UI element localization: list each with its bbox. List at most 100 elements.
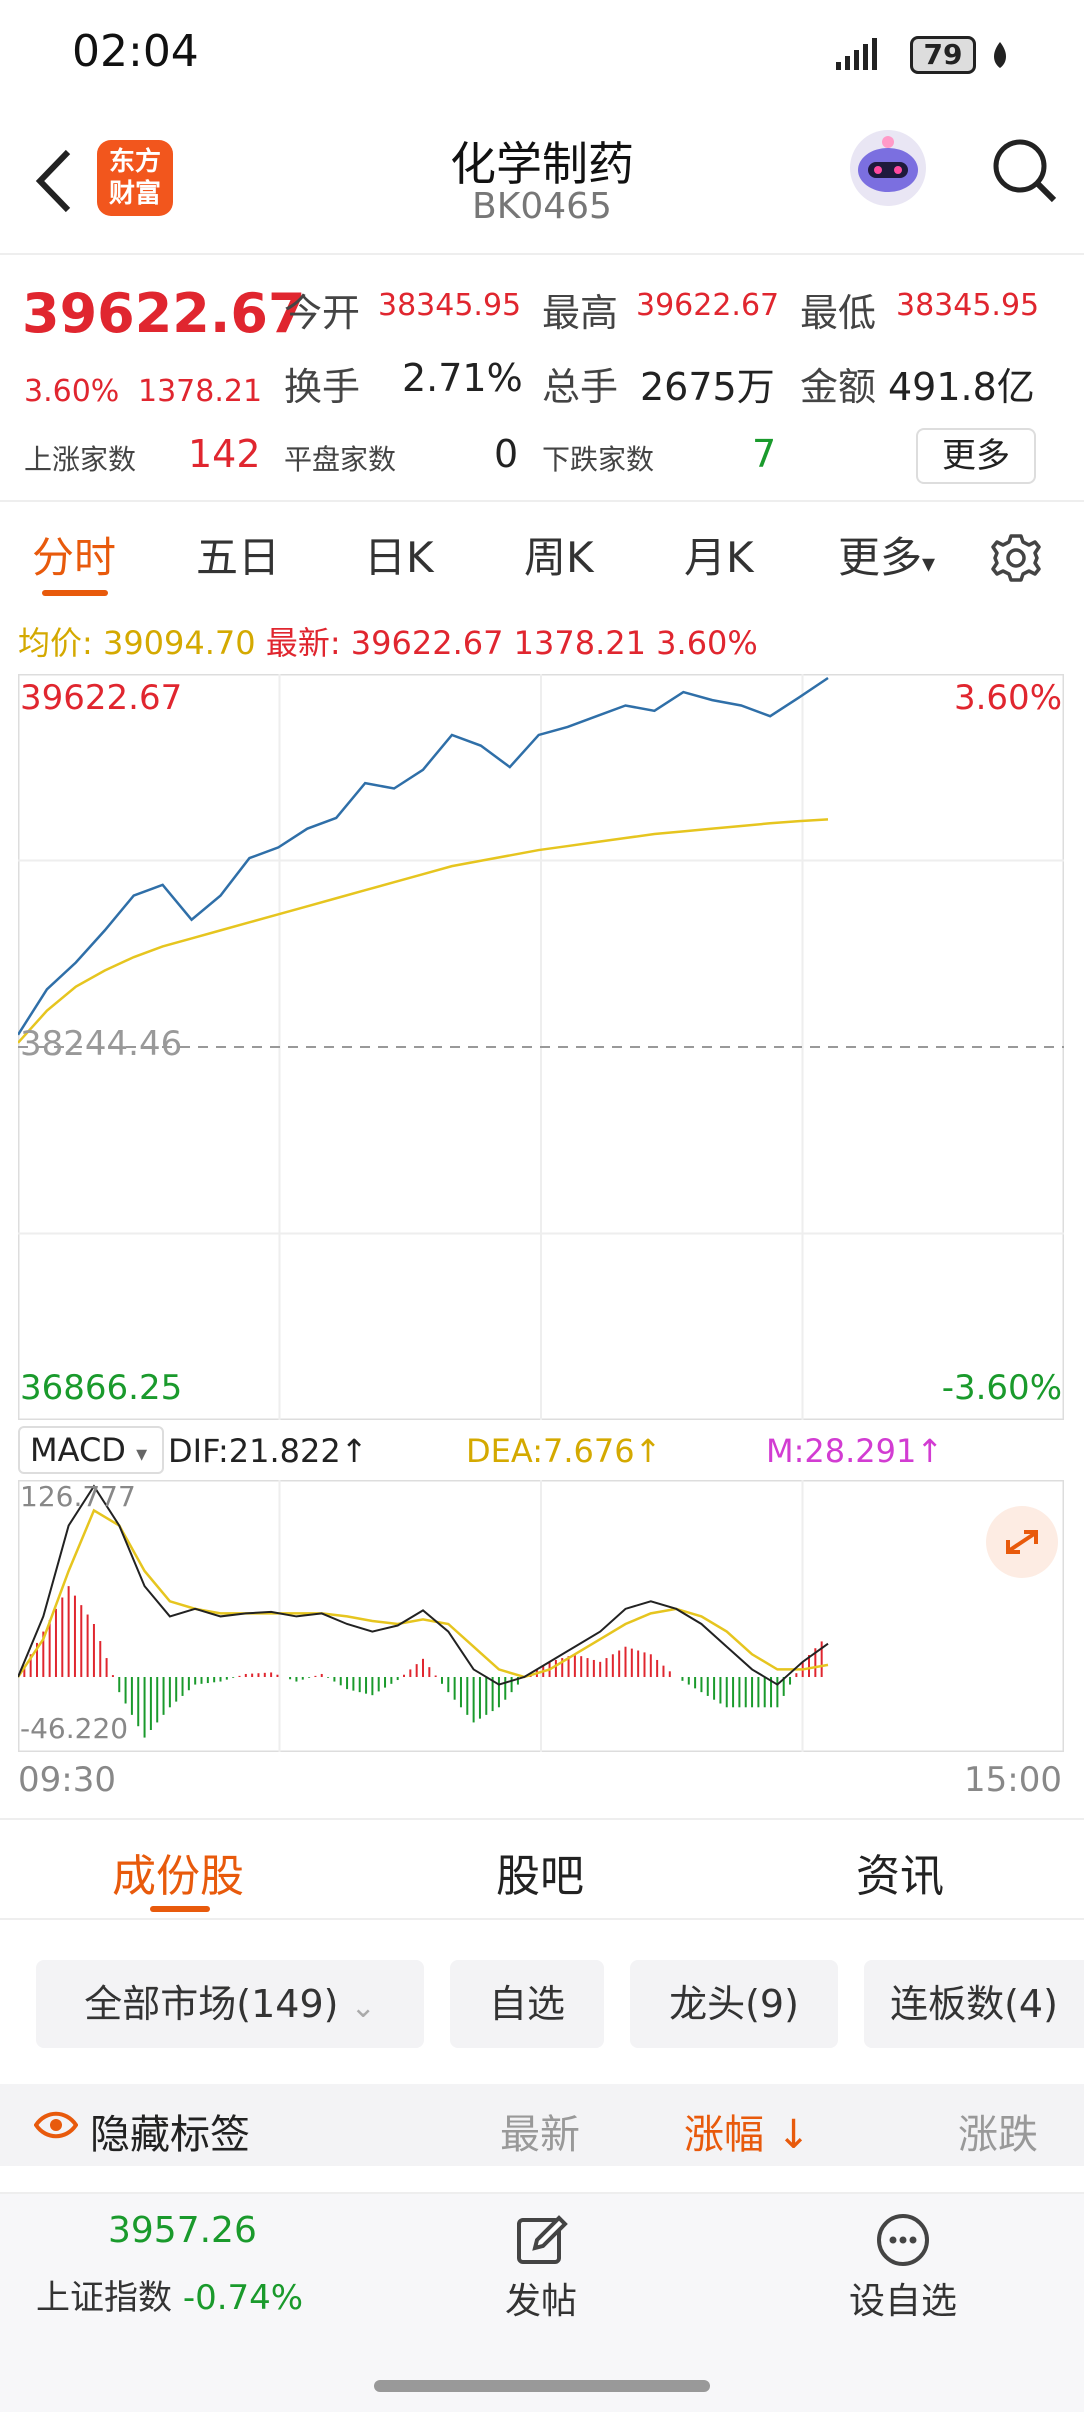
macd-info-line: MACD ▾ DIF:21.822↑ DEA:7.676↑ M:28.291↑ xyxy=(18,1424,1064,1476)
chart-area: 均价: 39094.70 最新: 39622.67 1378.21 3.60% … xyxy=(0,612,1084,1812)
price-line xyxy=(18,676,829,1036)
y-mid-label: 38244.46 xyxy=(20,1024,183,1064)
tab-news[interactable]: 资讯 xyxy=(856,1851,944,1902)
market-filter[interactable]: 全部市场(149) ⌄ xyxy=(36,1960,424,2048)
avg-price-label: 均价: 39094.70 xyxy=(18,624,256,662)
sector-code: BK0465 xyxy=(472,186,612,227)
down-count: 7 xyxy=(752,432,777,476)
hide-tags-toggle[interactable]: 隐藏标签 xyxy=(90,2112,250,2158)
dea-label: DEA:7.676↑ xyxy=(466,1432,662,1470)
edit-icon xyxy=(513,2212,569,2268)
dea-line xyxy=(18,1508,829,1679)
column-change[interactable]: 涨跌 xyxy=(958,2112,1038,2158)
open-label: 今开 xyxy=(284,291,361,335)
app-logo: 东方 财富 xyxy=(97,140,173,216)
tab-daily-k[interactable]: 日K xyxy=(364,533,434,582)
change-percent: 3.60% xyxy=(24,374,120,409)
eye-icon[interactable] xyxy=(33,2108,79,2142)
logo-text-1: 东方 xyxy=(108,147,161,177)
tab-underline xyxy=(150,1906,210,1912)
open-value: 38345.95 xyxy=(378,288,522,323)
price-chart[interactable] xyxy=(18,674,1064,1420)
down-count-label: 下跌家数 xyxy=(542,443,655,476)
macd-bottom-label: -46.220 xyxy=(20,1712,129,1745)
tab-five-day[interactable]: 五日 xyxy=(196,533,281,582)
back-arrow-icon[interactable] xyxy=(30,146,80,216)
flat-count: 0 xyxy=(494,432,519,476)
add-watchlist-button[interactable]: 设自选 xyxy=(846,2212,960,2324)
header: 东方 财富 化学制药 BK0465 xyxy=(0,110,1084,255)
add-watchlist-label: 设自选 xyxy=(848,2281,957,2322)
amount-label: 金额 xyxy=(800,365,877,409)
chevron-down-icon: ⌄ xyxy=(350,1990,376,2025)
current-price: 39622.67 xyxy=(22,282,306,345)
logo-text-2: 财富 xyxy=(108,179,161,209)
column-latest[interactable]: 最新 xyxy=(500,2112,580,2158)
tab-underline xyxy=(42,590,108,596)
post-button[interactable]: 发帖 xyxy=(496,2212,586,2324)
dif-label: DIF:21.822↑ xyxy=(168,1432,368,1470)
bottom-bar: 3957.26 上证指数 -0.74% 发帖 设自选 xyxy=(0,2192,1084,2412)
index-value: 3957.26 xyxy=(108,2210,257,2251)
volume-label: 总手 xyxy=(542,365,619,409)
leaf-icon xyxy=(990,40,1010,70)
more-dots-icon xyxy=(875,2212,931,2268)
post-label: 发帖 xyxy=(504,2281,577,2322)
latest-pct-label: 3.60% xyxy=(656,624,758,662)
up-count: 142 xyxy=(188,432,261,476)
low-value: 38345.95 xyxy=(896,288,1040,323)
macd-top-label: 126.777 xyxy=(20,1480,136,1513)
search-icon[interactable] xyxy=(990,136,1058,204)
indicator-dropdown[interactable]: MACD ▾ xyxy=(18,1426,164,1474)
section-tabs: 成份股 股吧 资讯 xyxy=(0,1818,1084,1920)
clock: 02:04 xyxy=(72,26,199,77)
turnover-value: 2.71% xyxy=(402,356,523,400)
high-value: 39622.67 xyxy=(636,288,780,323)
change-value: 1378.21 xyxy=(138,374,263,409)
index-ticker[interactable]: 上证指数 -0.74% xyxy=(36,2270,303,2319)
tab-intraday[interactable]: 分时 xyxy=(32,533,117,582)
tab-constituents[interactable]: 成份股 xyxy=(112,1851,244,1902)
tab-weekly-k[interactable]: 周K xyxy=(524,533,594,582)
index-name: 上证指数 xyxy=(36,2278,172,2318)
tab-forum[interactable]: 股吧 xyxy=(496,1851,584,1902)
battery-icon: 79 xyxy=(910,36,976,74)
tab-more[interactable]: 更多▾ xyxy=(838,524,935,585)
leader-filter[interactable]: 龙头(9) xyxy=(630,1960,838,2048)
up-count-label: 上涨家数 xyxy=(24,443,137,476)
quote-panel: 39622.67 3.60% 1378.21 今开 38345.95 最高 39… xyxy=(0,256,1084,502)
low-label: 最低 xyxy=(800,291,877,335)
chart-info-line: 均价: 39094.70 最新: 39622.67 1378.21 3.60% xyxy=(18,618,758,664)
indicator-dropdown-label: MACD xyxy=(30,1431,126,1469)
amount-value: 491.8亿 xyxy=(888,365,1035,409)
settings-gear-icon[interactable] xyxy=(988,530,1044,586)
caret-down-icon: ▾ xyxy=(922,549,936,579)
high-label: 最高 xyxy=(542,291,619,335)
y-bottom-label: 36866.25 xyxy=(20,1368,183,1408)
caret-down-icon: ▾ xyxy=(136,1442,148,1467)
pct-top-label: 3.60% xyxy=(953,678,1062,718)
x-end-label: 15:00 xyxy=(964,1760,1062,1800)
home-indicator xyxy=(374,2380,710,2392)
m-label: M:28.291↑ xyxy=(766,1432,944,1470)
board-count-filter[interactable]: 连板数(4) xyxy=(864,1960,1084,2048)
volume-value: 2675万 xyxy=(640,365,775,409)
tab-more-label: 更多 xyxy=(838,533,923,582)
flat-count-label: 平盘家数 xyxy=(284,443,397,476)
dif-line xyxy=(18,1484,829,1686)
tab-monthly-k[interactable]: 月K xyxy=(684,533,754,582)
watchlist-filter[interactable]: 自选 xyxy=(450,1960,604,2048)
signal-icon xyxy=(830,36,892,72)
page-title: 化学制药 xyxy=(450,137,634,191)
column-change-pct[interactable]: 涨幅 ↓ xyxy=(684,2112,811,2158)
expand-icon[interactable] xyxy=(986,1506,1058,1578)
more-button[interactable]: 更多 xyxy=(916,428,1036,484)
avg-price-line xyxy=(18,818,829,1044)
period-tabs: 分时 五日 日K 周K 月K 更多▾ xyxy=(0,504,1084,612)
assistant-robot-icon[interactable] xyxy=(846,126,930,210)
latest-price-label: 最新: 39622.67 xyxy=(265,624,504,662)
status-bar: 02:04 79 xyxy=(0,0,1084,110)
pct-bottom-label: -3.60% xyxy=(941,1368,1062,1408)
y-top-label: 39622.67 xyxy=(20,678,183,718)
macd-chart[interactable] xyxy=(18,1480,1064,1752)
